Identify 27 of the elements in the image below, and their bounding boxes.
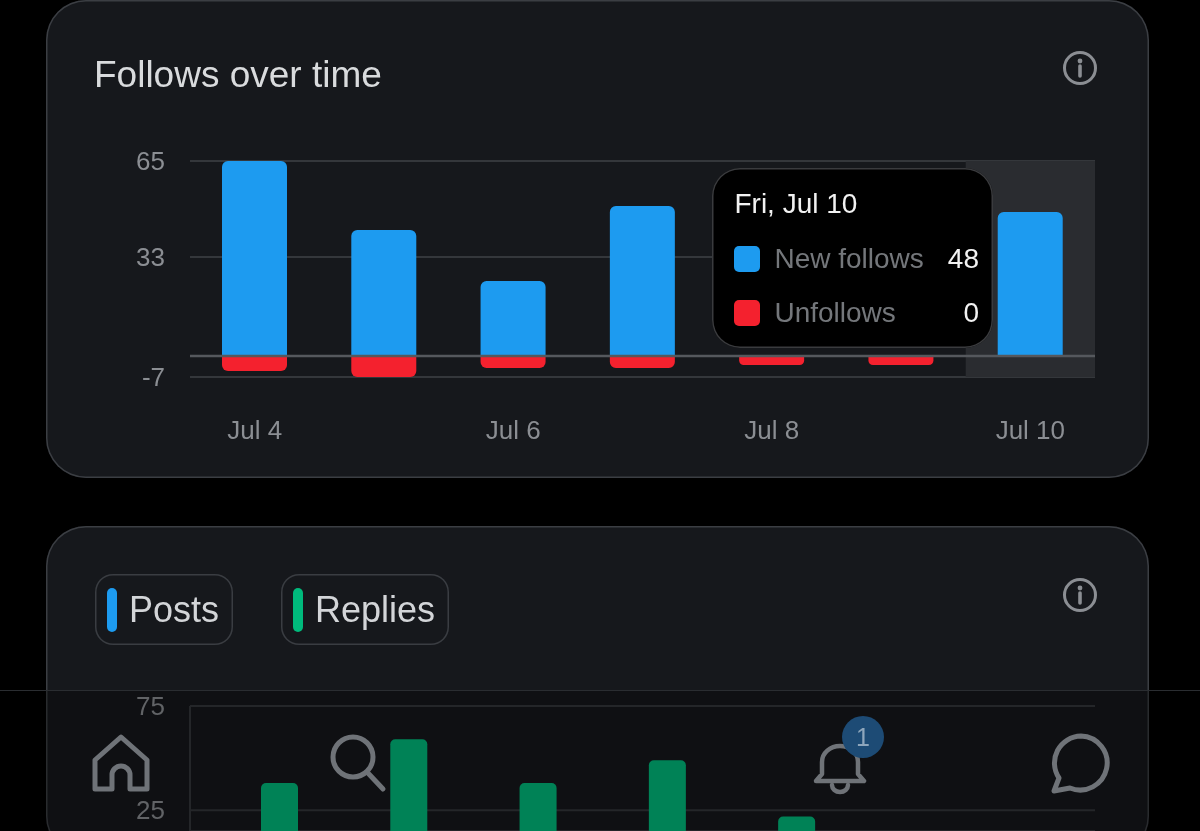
x-tick-label: Jul 10	[995, 415, 1066, 446]
x-tick-label: Jul 8	[744, 415, 800, 446]
bar	[480, 356, 546, 368]
bar	[609, 206, 675, 356]
legend-label: Unfollows	[774, 297, 896, 328]
y-tick-label: -7	[141, 362, 165, 393]
y-tick-label: 65	[136, 146, 165, 177]
annotation: 0	[963, 297, 979, 328]
bar	[351, 356, 417, 377]
bar	[351, 230, 417, 356]
x-tick-label: Jul 6	[485, 415, 541, 446]
bar	[480, 281, 546, 356]
y-tick-label: 33	[136, 242, 165, 273]
legend-label: Replies	[315, 588, 436, 630]
chart-title: Follows over time	[94, 54, 382, 95]
annotation: 1	[856, 722, 870, 752]
bar	[222, 356, 287, 371]
legend-label: New follows	[774, 243, 924, 274]
legend-label: Posts	[129, 588, 220, 630]
y-tick-label: 75	[136, 691, 165, 722]
annotation: 48	[947, 243, 979, 274]
bar	[222, 161, 287, 356]
annotation: Fri, Jul 10	[734, 188, 858, 220]
bar	[997, 212, 1063, 356]
x-tick-label: Jul 4	[227, 415, 283, 446]
bar	[609, 356, 675, 368]
y-tick-label: 25	[136, 795, 165, 826]
